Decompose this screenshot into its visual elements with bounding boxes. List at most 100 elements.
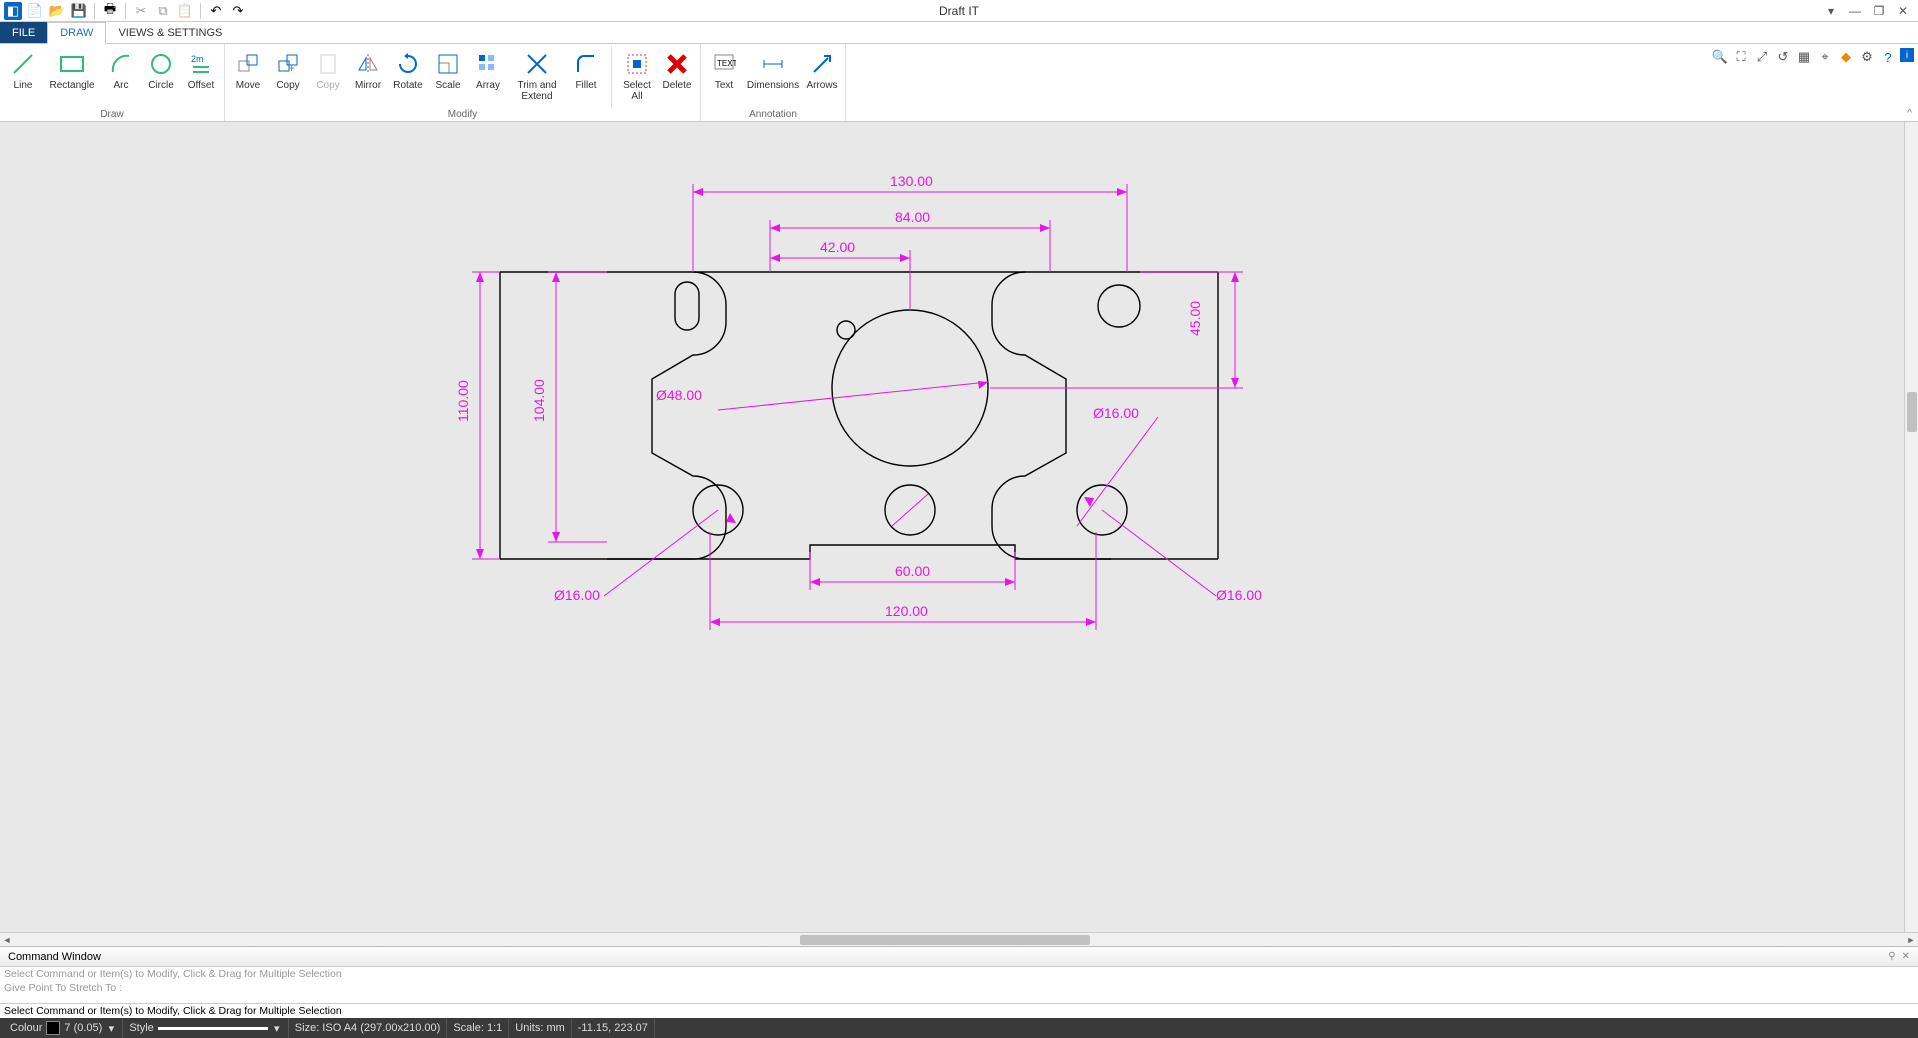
offset-button[interactable]: 2mOffset	[182, 46, 220, 109]
status-bar: Colour 7 (0.05)▾ Style ▾ Size: ISO A4 (2…	[0, 1018, 1918, 1038]
status-units: Units: mm	[509, 1018, 572, 1038]
undo-icon[interactable]: ↶	[207, 2, 225, 20]
status-colour[interactable]: Colour 7 (0.05)▾	[4, 1018, 123, 1038]
ribbon-group-modify: Move +Copy Copy Mirror Rotate Scale Arra…	[225, 44, 701, 121]
dim-120: 120.00	[885, 603, 928, 619]
info-icon[interactable]: i	[1900, 48, 1914, 62]
move-button[interactable]: Move	[229, 46, 267, 109]
ribbon-right-tools: 🔍 ⛶ ⤢ ↺ ▦ ⌖ ◆ ⚙ ? i	[1711, 48, 1914, 66]
status-size: Size: ISO A4 (297.00x210.00)	[289, 1018, 448, 1038]
ribbon-group-label: Modify	[229, 109, 696, 121]
maximize-icon[interactable]: ❐	[1870, 2, 1888, 20]
ribbon-tabs: FILE DRAW VIEWS & SETTINGS	[0, 22, 1918, 44]
colour-swatch	[46, 1021, 60, 1035]
close-icon[interactable]: ✕	[1894, 2, 1912, 20]
text-button[interactable]: TEXTText	[705, 46, 743, 109]
tab-file[interactable]: FILE	[0, 22, 47, 43]
cut-icon[interactable]: ✂	[132, 2, 150, 20]
quick-access-toolbar: ◧ 📄 📂 💾 🖶 ✂ ⧉ 📋 ↶ ↷	[0, 2, 251, 20]
copy-button[interactable]: +Copy	[269, 46, 307, 109]
pin-icon[interactable]: ⚲	[1888, 951, 1895, 962]
ribbon: Line Rectangle Arc Circle 2mOffset Draw …	[0, 44, 1918, 122]
rectangle-button[interactable]: Rectangle	[44, 46, 100, 109]
delete-icon	[663, 50, 691, 78]
dim-dia16-a: Ø16.00	[1216, 587, 1262, 603]
line-button[interactable]: Line	[4, 46, 42, 109]
status-scale: Scale: 1:1	[447, 1018, 509, 1038]
zoom-extents-icon[interactable]: ⤢	[1753, 48, 1771, 66]
app-title: Draft IT	[939, 4, 979, 18]
fillet-button[interactable]: Fillet	[567, 46, 605, 109]
rotate-icon	[394, 50, 422, 78]
command-history-line: Give Point To Stretch To :	[4, 982, 1914, 996]
dim-dia16-b: Ø16.00	[554, 587, 600, 603]
tab-draw[interactable]: DRAW	[47, 22, 106, 44]
print-icon[interactable]: 🖶	[101, 2, 119, 20]
arc-button[interactable]: Arc	[102, 46, 140, 109]
arc-icon	[107, 50, 135, 78]
array-button[interactable]: Array	[469, 46, 507, 109]
horizontal-scrollbar[interactable]: ◄►	[0, 932, 1918, 946]
scale-icon	[434, 50, 462, 78]
mirror-icon	[354, 50, 382, 78]
paste-icon[interactable]: 📋	[176, 2, 194, 20]
zoom-previous-icon[interactable]: ↺	[1774, 48, 1792, 66]
svg-text:TEXT: TEXT	[717, 59, 736, 68]
grid-icon[interactable]: ▦	[1795, 48, 1813, 66]
text-icon: TEXT	[710, 50, 738, 78]
app-icon[interactable]: ◧	[4, 2, 22, 20]
fillet-icon	[572, 50, 600, 78]
rotate-button[interactable]: Rotate	[389, 46, 427, 109]
vertical-scrollbar[interactable]	[1904, 122, 1918, 932]
array-icon	[474, 50, 502, 78]
tab-views-settings[interactable]: VIEWS & SETTINGS	[106, 22, 234, 43]
status-style[interactable]: Style ▾	[123, 1018, 288, 1038]
circle-icon	[147, 50, 175, 78]
line-icon	[9, 50, 37, 78]
arrows-icon	[808, 50, 836, 78]
settings-icon[interactable]: ⚙	[1858, 48, 1876, 66]
move-icon	[234, 50, 262, 78]
zoom-in-icon[interactable]: 🔍	[1711, 48, 1729, 66]
drawing-canvas[interactable]: 130.00 84.00 42.00 45.00 110.00 104.00	[0, 122, 1918, 712]
circle-button[interactable]: Circle	[142, 46, 180, 109]
save-icon[interactable]: 💾	[70, 2, 88, 20]
title-bar: ◧ 📄 📂 💾 🖶 ✂ ⧉ 📋 ↶ ↷ Draft IT ▾ — ❐ ✕	[0, 0, 1918, 22]
minimize-icon[interactable]: —	[1846, 2, 1864, 20]
linestyle-preview	[158, 1027, 268, 1030]
command-history: Select Command or Item(s) to Modify, Cli…	[0, 967, 1918, 1003]
clipboard-copy-icon	[314, 50, 342, 78]
select-all-icon	[623, 50, 651, 78]
open-icon[interactable]: 📂	[48, 2, 66, 20]
trim-extend-button[interactable]: Trim and Extend	[509, 46, 565, 109]
ribbon-group-label: Annotation	[705, 109, 841, 121]
layers-icon[interactable]: ◆	[1837, 48, 1855, 66]
zoom-window-icon[interactable]: ⛶	[1732, 48, 1750, 66]
dimensions-icon	[759, 50, 787, 78]
copy-icon[interactable]: ⧉	[154, 2, 172, 20]
rectangle-icon	[58, 50, 86, 78]
arrows-button[interactable]: Arrows	[803, 46, 841, 109]
dim-60: 60.00	[895, 563, 930, 579]
dimensions-button[interactable]: Dimensions	[745, 46, 801, 109]
command-input[interactable]: Select Command or Item(s) to Modify, Cli…	[0, 1003, 1918, 1018]
mirror-button[interactable]: Mirror	[349, 46, 387, 109]
ribbon-group-draw: Line Rectangle Arc Circle 2mOffset Draw	[0, 44, 225, 121]
command-window: Command Window ⚲✕ Select Command or Item…	[0, 946, 1918, 1018]
help-icon[interactable]: ?	[1879, 48, 1897, 66]
collapse-ribbon-icon[interactable]: ^	[1907, 108, 1912, 119]
close-panel-icon[interactable]: ✕	[1902, 951, 1910, 962]
redo-icon[interactable]: ↷	[229, 2, 247, 20]
new-icon[interactable]: 📄	[26, 2, 44, 20]
trim-icon	[523, 50, 551, 78]
dim-dia48: Ø48.00	[656, 387, 702, 403]
select-all-button[interactable]: Select All	[618, 46, 656, 109]
ribbon-options-icon[interactable]: ▾	[1822, 2, 1840, 20]
delete-button[interactable]: Delete	[658, 46, 696, 109]
dim-42: 42.00	[820, 239, 855, 255]
dim-84: 84.00	[895, 209, 930, 225]
dim-dia16-c: Ø16.00	[1093, 405, 1139, 421]
copy-clipboard-button[interactable]: Copy	[309, 46, 347, 109]
snap-icon[interactable]: ⌖	[1816, 48, 1834, 66]
scale-button[interactable]: Scale	[429, 46, 467, 109]
